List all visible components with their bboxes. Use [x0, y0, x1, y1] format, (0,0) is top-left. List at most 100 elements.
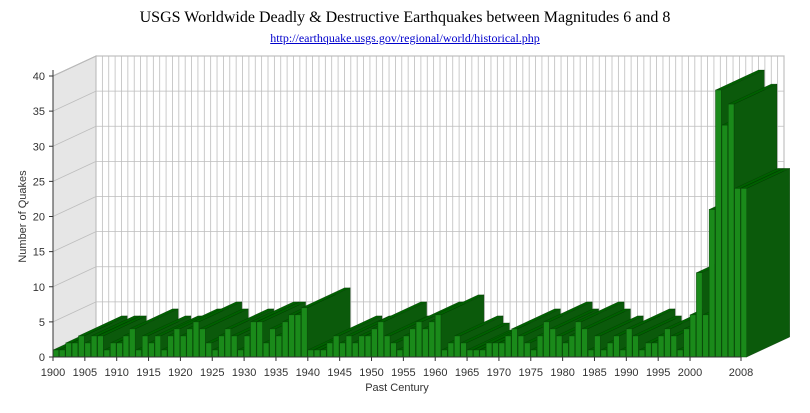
y-axis-label: Number of Quakes: [17, 170, 29, 263]
bar-front: [390, 342, 397, 358]
x-tick-label: 1910: [104, 367, 128, 379]
bar-front: [536, 335, 544, 358]
bar-front: [562, 342, 569, 358]
bar-front: [65, 342, 72, 358]
bar-front: [581, 328, 588, 358]
grid-line-wall: [52, 125, 97, 147]
bar-front: [403, 335, 410, 358]
bar-front: [645, 342, 652, 358]
bar-front: [301, 307, 308, 358]
bar-front: [734, 188, 741, 358]
bar-front: [587, 349, 595, 358]
bar-front: [186, 328, 193, 358]
bar-front: [364, 335, 372, 358]
bar-front: [313, 349, 321, 358]
bar-front: [441, 349, 448, 358]
bar-front: [326, 342, 333, 358]
grid-line-wall: [52, 55, 97, 77]
bar-front: [638, 349, 646, 358]
bar-front: [708, 209, 716, 358]
bar-front: [409, 328, 416, 358]
grid-line-wall: [52, 90, 97, 112]
bar-front: [345, 335, 353, 358]
bar-front: [568, 335, 575, 358]
bar-front: [192, 321, 200, 358]
y-tick-label: 5: [39, 317, 45, 329]
x-tick-label: 1980: [550, 367, 574, 379]
bar-front: [167, 335, 174, 358]
source-link[interactable]: http://earthquake.usgs.gov/regional/worl…: [270, 31, 540, 45]
bar-front: [288, 314, 295, 358]
x-tick-label: 1965: [455, 367, 479, 379]
bar-front: [415, 321, 423, 358]
grid-line-wall: [52, 301, 97, 323]
grid-line-wall: [52, 266, 97, 288]
bar-front: [224, 328, 231, 358]
bar-front: [632, 335, 639, 358]
bar-front: [141, 335, 149, 358]
bar-front: [460, 342, 467, 358]
bar-front: [135, 349, 142, 358]
y-tick-label: 25: [33, 176, 45, 188]
bar-front: [498, 342, 505, 358]
bar-front: [90, 335, 98, 358]
y-tick-label: 0: [39, 352, 45, 364]
x-tick-label: 1920: [168, 367, 192, 379]
x-tick-label: 1915: [136, 367, 160, 379]
bar-front: [511, 328, 518, 358]
bar-front: [352, 342, 359, 358]
bar-front: [702, 314, 709, 358]
bar-front: [728, 103, 735, 358]
bar-front: [396, 349, 403, 358]
grid-line-wall: [52, 231, 97, 252]
bar-front: [721, 124, 728, 358]
y-tick-label: 40: [33, 71, 45, 83]
bar-front: [333, 335, 340, 358]
x-tick-label: 1945: [327, 367, 351, 379]
bar-front: [696, 272, 703, 358]
x-tick-label: 1975: [519, 367, 543, 379]
bar-front: [556, 335, 563, 358]
x-tick-label: 1990: [614, 367, 638, 379]
bar-front: [479, 349, 486, 358]
bar-front: [231, 335, 238, 358]
x-tick-label: 1900: [41, 367, 65, 379]
bar-front: [626, 328, 633, 358]
bar-front: [683, 328, 690, 358]
bar-front: [148, 342, 155, 358]
bar-front: [619, 349, 626, 358]
bar-side: [746, 168, 790, 358]
bar-front: [600, 349, 607, 358]
y-tick-label: 30: [33, 141, 45, 153]
bar-front: [307, 349, 314, 358]
bar-front: [339, 342, 346, 358]
bar-front: [447, 342, 454, 358]
bar-front: [384, 335, 391, 358]
bar-front: [358, 335, 365, 358]
bar-front: [205, 342, 212, 358]
x-tick-label: 1985: [582, 367, 606, 379]
bar-front: [180, 335, 187, 358]
bar-front: [218, 335, 225, 358]
bar-front: [110, 342, 117, 358]
bar-front: [377, 321, 384, 358]
bar-front: [606, 342, 614, 358]
bar-front: [651, 342, 658, 358]
bar-front: [212, 349, 219, 358]
bar-front: [59, 349, 66, 358]
x-tick-label: 1995: [646, 367, 670, 379]
bar-front: [199, 328, 206, 358]
bar-front: [473, 349, 480, 358]
x-tick-label: 1935: [264, 367, 288, 379]
x-tick-label: 2000: [678, 367, 702, 379]
grid-line-wall: [52, 196, 97, 217]
bar-front: [670, 335, 677, 358]
y-tick-label: 15: [33, 247, 45, 259]
grid-line-wall: [52, 161, 97, 182]
bar-front: [677, 349, 684, 358]
bar-front: [269, 328, 276, 358]
bar-front: [505, 335, 512, 358]
bar-front: [549, 328, 556, 358]
